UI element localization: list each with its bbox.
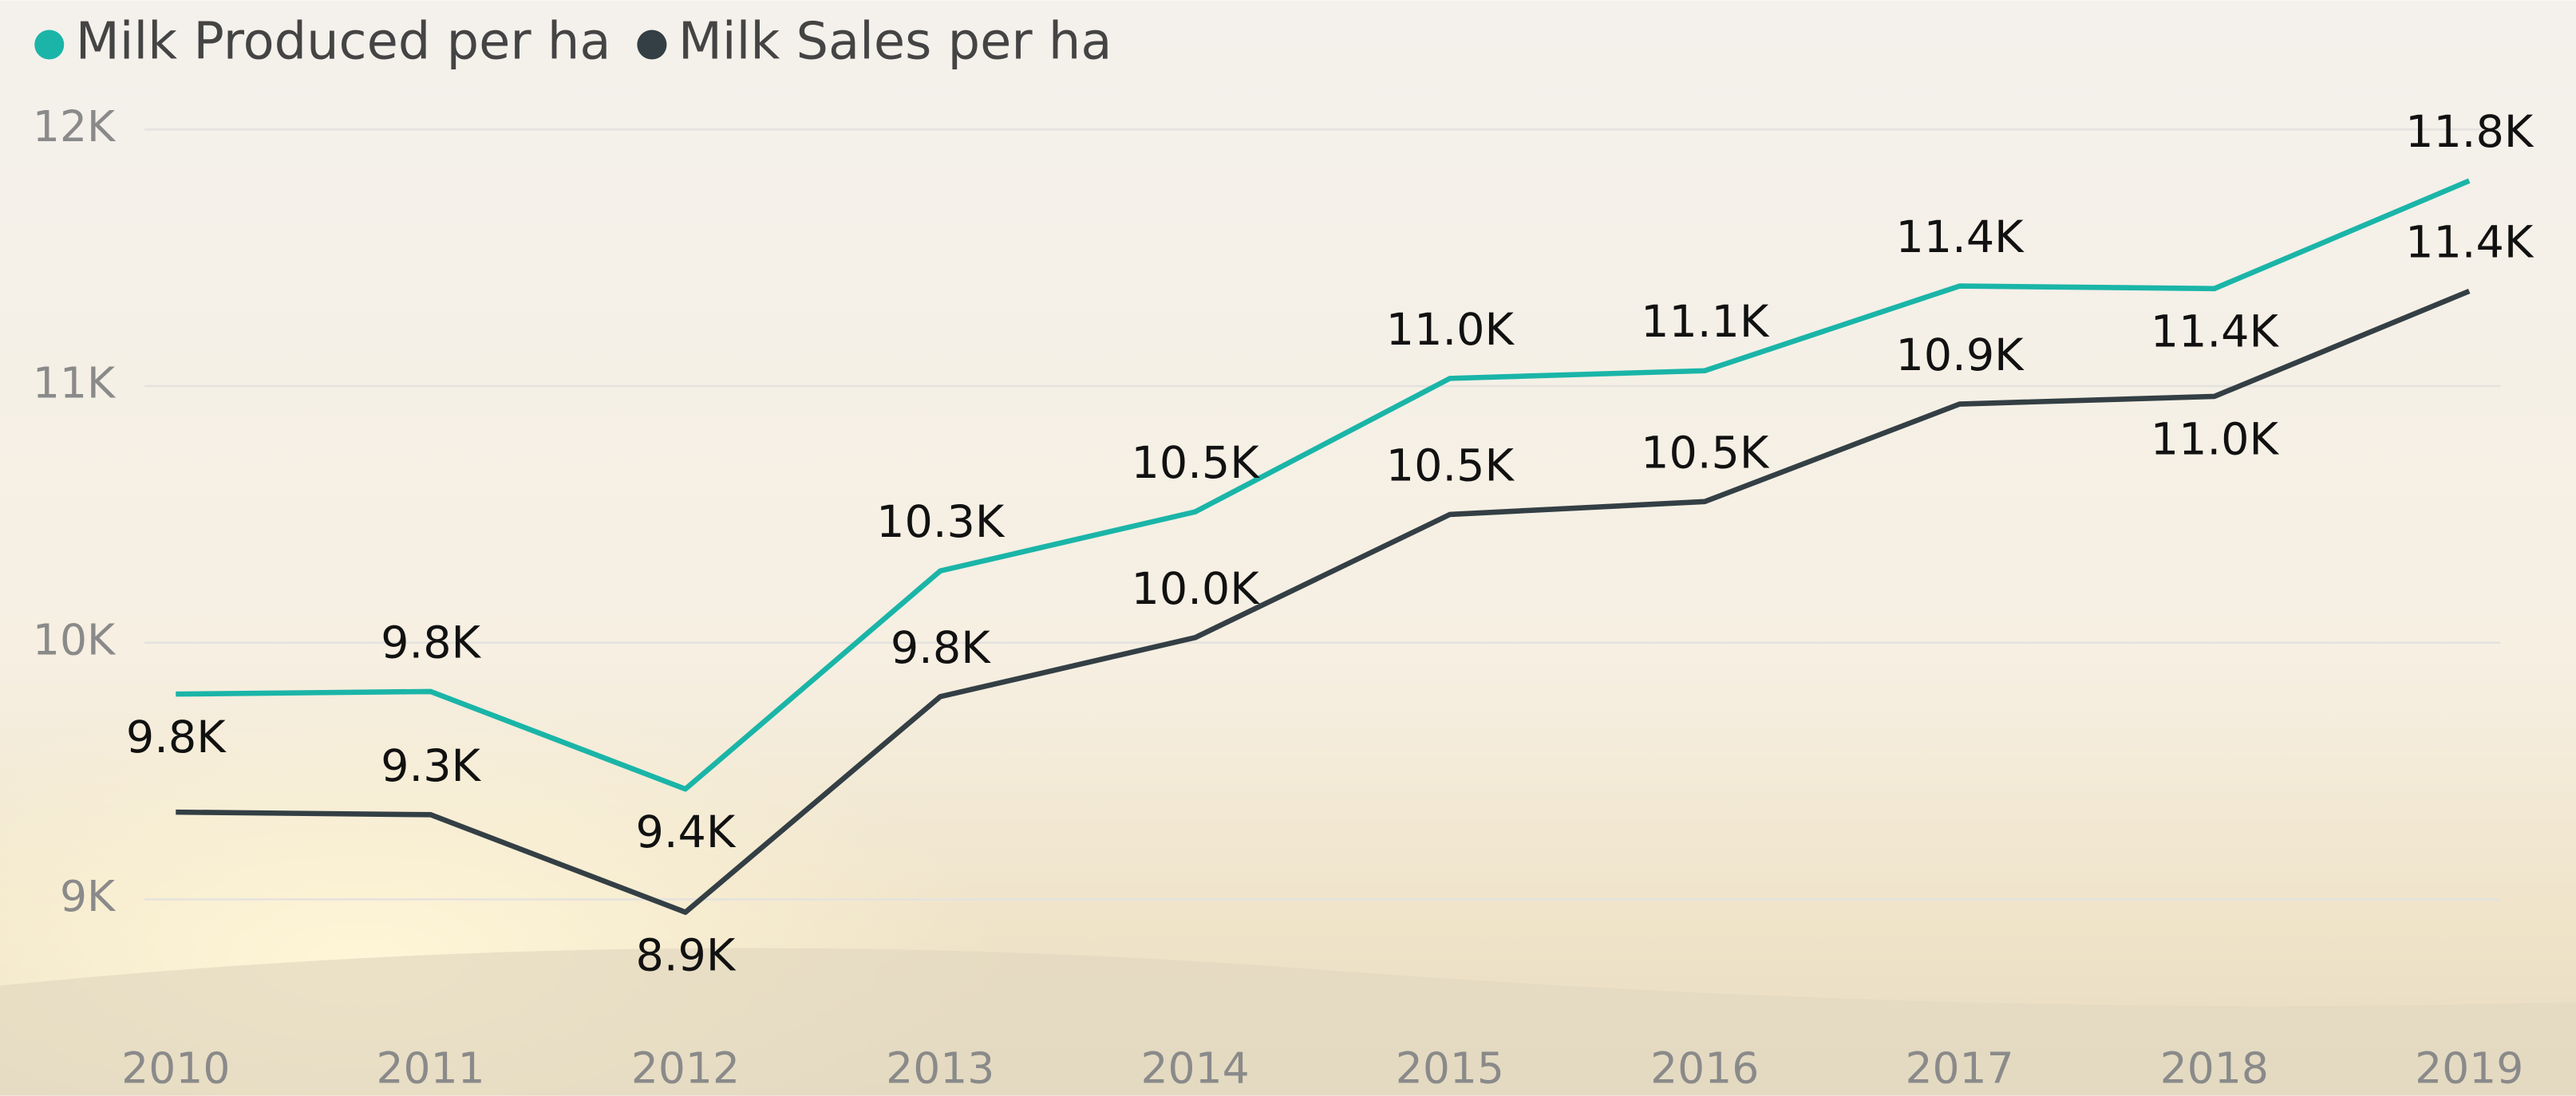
- series-line: [176, 288, 2471, 915]
- series-line: [176, 178, 2471, 792]
- data-label: 11.0K: [1386, 304, 1515, 356]
- y-tick-label: 10K: [33, 614, 117, 664]
- data-label: 11.0K: [2151, 414, 2280, 466]
- data-label: 10.5K: [1131, 437, 1260, 489]
- x-tick-label: 2010: [121, 1043, 230, 1093]
- data-label: 9.8K: [381, 617, 481, 668]
- x-tick-label: 2018: [2160, 1043, 2269, 1093]
- data-label: 10.3K: [876, 496, 1006, 548]
- x-tick-label: 2017: [1905, 1043, 2013, 1093]
- data-label: 10.9K: [1895, 329, 2025, 381]
- x-tick-label: 2015: [1396, 1043, 1504, 1093]
- x-tick-label: 2019: [2415, 1043, 2523, 1093]
- x-tick-label: 2012: [631, 1043, 740, 1093]
- hills: [0, 948, 2576, 1096]
- data-label: 11.1K: [1641, 296, 1770, 348]
- x-tick-label: 2013: [886, 1043, 994, 1093]
- data-label: 9.8K: [891, 622, 991, 674]
- legend-marker: [637, 30, 667, 60]
- y-tick-label: 11K: [33, 358, 117, 408]
- data-label: 9.8K: [126, 712, 227, 763]
- data-label: 11.4K: [1895, 211, 2025, 263]
- y-tick-label: 12K: [33, 101, 117, 152]
- y-tick-label: 9K: [60, 871, 117, 921]
- data-label: 10.5K: [1641, 427, 1770, 479]
- legend-label: Milk Sales per ha: [678, 13, 1112, 72]
- data-label: 8.9K: [636, 929, 737, 981]
- data-label: 10.5K: [1386, 440, 1515, 491]
- data-label: 9.3K: [381, 740, 481, 792]
- x-tick-label: 2016: [1650, 1043, 1759, 1093]
- x-tick-label: 2014: [1140, 1043, 1249, 1093]
- legend-label: Milk Produced per ha: [76, 13, 611, 72]
- data-label: 11.4K: [2405, 216, 2535, 268]
- data-label: 11.4K: [2151, 306, 2280, 358]
- legend-marker: [34, 30, 65, 60]
- x-tick-label: 2011: [376, 1043, 484, 1093]
- data-label: 9.4K: [636, 806, 737, 858]
- data-label: 11.8K: [2405, 106, 2535, 158]
- data-label: 10.0K: [1131, 563, 1260, 615]
